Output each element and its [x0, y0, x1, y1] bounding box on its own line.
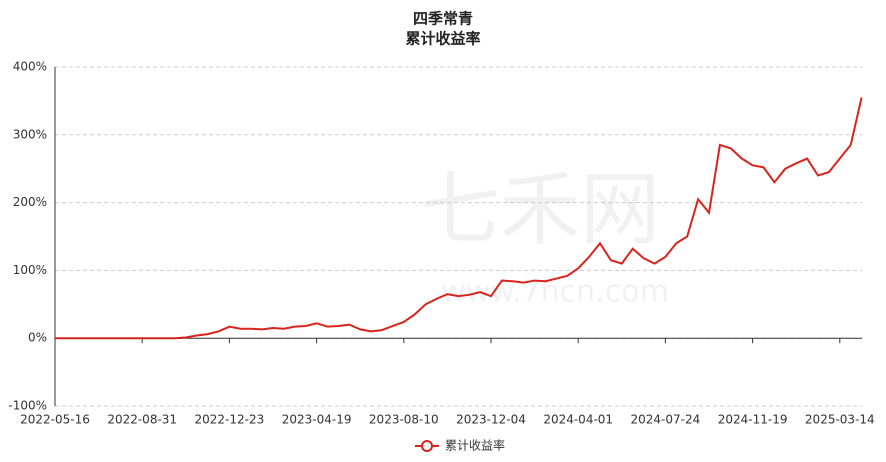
x-tick-label: 2024-11-19	[718, 413, 788, 427]
x-tick-label: 2024-07-24	[631, 413, 701, 427]
x-tick-label: 2025-03-14	[805, 413, 875, 427]
y-tick-label: 400%	[13, 60, 47, 74]
x-tick-label: 2022-05-16	[20, 413, 90, 427]
x-tick-label: 2023-12-04	[456, 413, 526, 427]
y-tick-label: 100%	[13, 263, 47, 277]
legend-marker	[421, 440, 433, 452]
x-tick-label: 2024-04-01	[543, 413, 613, 427]
chart-title: 四季常青	[413, 10, 473, 28]
watermark: 七禾网	[420, 163, 660, 256]
y-tick-label: 0%	[28, 331, 47, 345]
y-tick-label: 300%	[13, 127, 47, 141]
x-tick-label: 2022-08-31	[107, 413, 177, 427]
legend-label: 累计收益率	[445, 438, 505, 453]
line	[55, 97, 863, 340]
x-tick-label: 2023-08-10	[369, 413, 439, 427]
y-tick-label: -100%	[8, 399, 47, 413]
chart-subtitle: 累计收益率	[405, 30, 480, 48]
y-tick-label: 200%	[13, 195, 47, 209]
x-tick-label: 2022-12-23	[195, 413, 265, 427]
x-tick-label: 2023-04-19	[282, 413, 352, 427]
